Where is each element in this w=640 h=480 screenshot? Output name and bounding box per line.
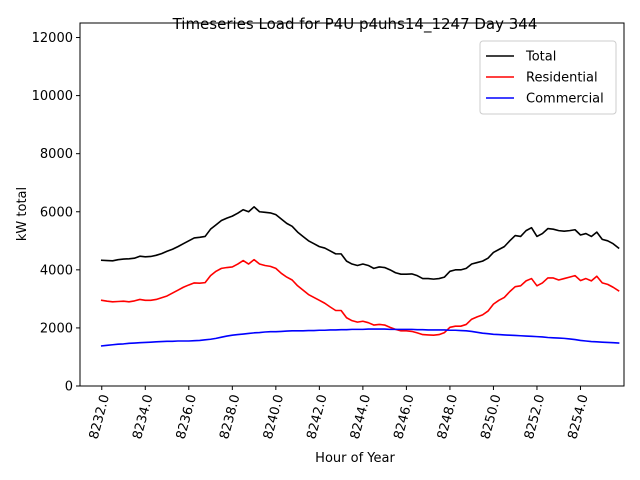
y-tick-label: 0 (65, 380, 73, 395)
y-axis-label: kW total (15, 187, 30, 241)
y-tick-label: 4000 (40, 263, 73, 278)
x-axis-label: Hour of Year (315, 451, 395, 466)
y-tick-label: 8000 (40, 147, 73, 162)
series-line-commercial (100, 328, 620, 347)
series-line-total (100, 206, 620, 280)
axes-frame (79, 22, 625, 387)
legend-label-residential: Residential (526, 71, 598, 86)
legend-label-commercial: Commercial (526, 92, 604, 107)
chart-title: Timeseries Load for P4U p4uhs14_1247 Day… (172, 15, 538, 34)
legend-label-total: Total (525, 50, 556, 65)
series-layer (100, 206, 620, 347)
y-axis: 0 2000 4000 6000 8000 10000 12000 (32, 31, 80, 395)
series-line-residential (100, 258, 620, 336)
y-tick-label: 12000 (32, 31, 73, 46)
y-tick-label: 10000 (32, 89, 73, 104)
legend-box (479, 40, 617, 115)
y-tick-label: 2000 (40, 321, 73, 336)
y-tick-label: 6000 (40, 205, 73, 220)
legend: Total Residential Commercial (479, 40, 617, 115)
